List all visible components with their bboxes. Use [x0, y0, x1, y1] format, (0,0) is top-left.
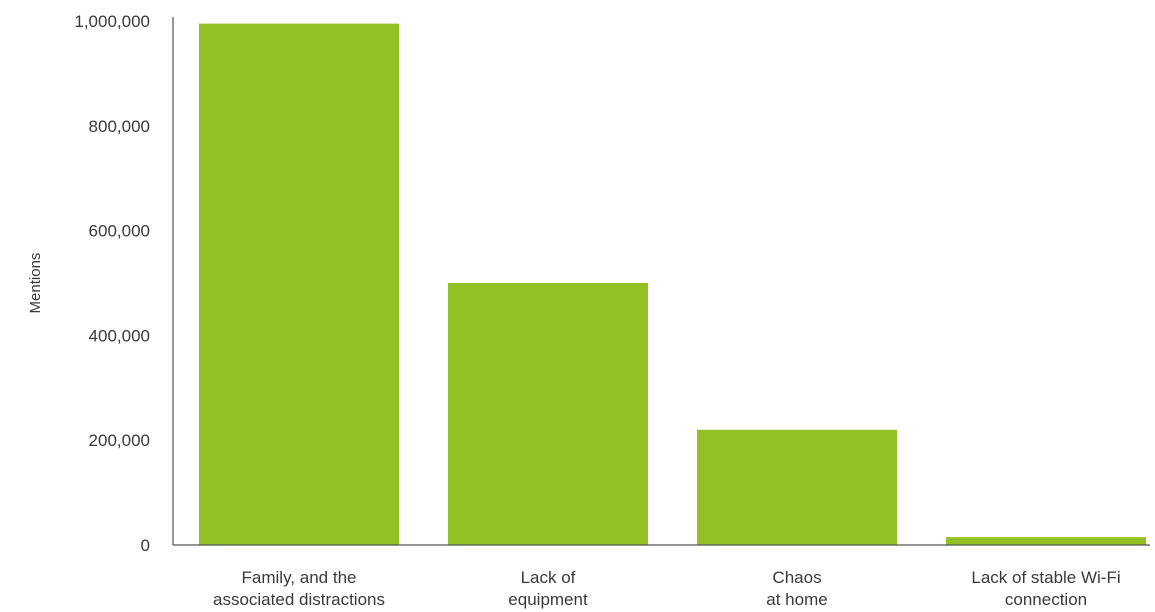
- x-category-label: Chaos at home: [766, 568, 827, 609]
- x-category-label: Lack of equipment: [508, 568, 588, 609]
- y-tick-label: 200,000: [89, 431, 150, 450]
- x-category-label: Family, and the associated distractions: [213, 568, 385, 609]
- y-tick-label: 1,000,000: [74, 12, 150, 31]
- y-axis-title: Mentions: [27, 253, 44, 314]
- bar: [448, 283, 648, 545]
- y-tick-label: 600,000: [89, 222, 150, 241]
- y-tick-label: 800,000: [89, 117, 150, 136]
- y-tick-label: 400,000: [89, 326, 150, 345]
- x-category-label: Lack of stable Wi-Fi connection: [971, 568, 1120, 609]
- bar: [697, 429, 897, 545]
- bars: [199, 23, 1146, 546]
- y-axis-ticks: 0 200,000 400,000 600,000 800,000 1,000,000: [74, 12, 150, 555]
- x-axis-labels: Family, and the associated distractions La…: [213, 568, 1121, 609]
- bar: [199, 23, 399, 546]
- bar: [946, 537, 1146, 545]
- y-tick-label: 0: [141, 536, 150, 555]
